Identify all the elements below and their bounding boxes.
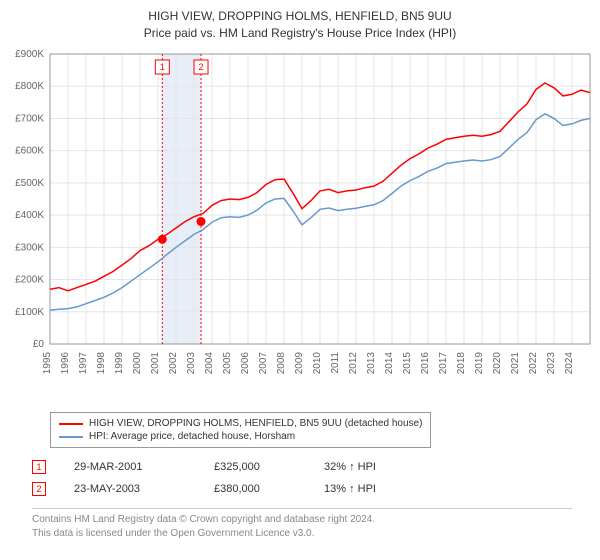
svg-text:1998: 1998 (96, 352, 107, 375)
svg-text:2010: 2010 (312, 352, 323, 375)
svg-text:2002: 2002 (168, 352, 179, 375)
svg-text:2003: 2003 (186, 352, 197, 375)
sale-date-1: 29-MAR-2001 (74, 461, 214, 473)
title-subtitle: Price paid vs. HM Land Registry's House … (0, 25, 600, 42)
svg-text:2004: 2004 (204, 352, 215, 375)
svg-text:2015: 2015 (402, 352, 413, 375)
svg-text:2018: 2018 (456, 352, 467, 375)
svg-text:2008: 2008 (276, 352, 287, 375)
svg-text:2011: 2011 (330, 352, 341, 374)
legend-label-hpi: HPI: Average price, detached house, Hors… (89, 431, 295, 442)
svg-text:2014: 2014 (384, 352, 395, 375)
sale-marker-2: 2 (32, 482, 46, 496)
legend-swatch-hpi (59, 436, 83, 438)
svg-text:2012: 2012 (348, 352, 359, 375)
chart-title: HIGH VIEW, DROPPING HOLMS, HENFIELD, BN5… (0, 0, 600, 42)
svg-text:2024: 2024 (564, 352, 575, 375)
sale-price-1: £325,000 (214, 461, 324, 473)
svg-text:2023: 2023 (546, 352, 557, 375)
sale-row-2: 2 23-MAY-2003 £380,000 13% ↑ HPI (32, 478, 572, 500)
svg-text:2017: 2017 (438, 352, 449, 375)
sale-row-1: 1 29-MAR-2001 £325,000 32% ↑ HPI (32, 456, 572, 478)
svg-text:1996: 1996 (60, 352, 71, 375)
svg-text:£900K: £900K (15, 49, 44, 60)
svg-text:2007: 2007 (258, 352, 269, 375)
sales-table: 1 29-MAR-2001 £325,000 32% ↑ HPI 2 23-MA… (32, 456, 572, 500)
svg-text:£800K: £800K (15, 81, 44, 92)
sale-pct-2: 13% ↑ HPI (324, 483, 434, 495)
svg-text:£300K: £300K (15, 242, 44, 253)
footer-line2: This data is licensed under the Open Gov… (32, 528, 314, 539)
legend-swatch-property (59, 423, 83, 425)
svg-text:2005: 2005 (222, 352, 233, 375)
legend: HIGH VIEW, DROPPING HOLMS, HENFIELD, BN5… (50, 412, 431, 448)
svg-text:£600K: £600K (15, 146, 44, 157)
chart-svg: £0 £100K £200K £300K £400K £500K £600K £700K £80… (0, 44, 600, 404)
svg-text:£200K: £200K (15, 275, 44, 286)
svg-text:£700K: £700K (15, 113, 44, 124)
svg-text:2: 2 (199, 62, 204, 72)
footer-line1: Contains HM Land Registry data © Crown c… (32, 514, 375, 525)
svg-text:2020: 2020 (492, 352, 503, 375)
svg-text:£100K: £100K (15, 307, 44, 318)
sale-pct-1: 32% ↑ HPI (324, 461, 434, 473)
svg-text:1997: 1997 (78, 352, 89, 375)
svg-text:£500K: £500K (15, 178, 44, 189)
svg-text:2000: 2000 (132, 352, 143, 375)
svg-text:2006: 2006 (240, 352, 251, 375)
legend-label-property: HIGH VIEW, DROPPING HOLMS, HENFIELD, BN5… (89, 418, 422, 429)
title-address: HIGH VIEW, DROPPING HOLMS, HENFIELD, BN5… (0, 8, 600, 25)
legend-row-property: HIGH VIEW, DROPPING HOLMS, HENFIELD, BN5… (59, 417, 422, 430)
chart-area: £0 £100K £200K £300K £400K £500K £600K £700K £80… (0, 44, 600, 404)
footer: Contains HM Land Registry data © Crown c… (32, 508, 572, 541)
svg-text:2021: 2021 (510, 352, 521, 375)
svg-text:1995: 1995 (42, 352, 53, 375)
svg-text:2022: 2022 (528, 352, 539, 375)
sale-date-2: 23-MAY-2003 (74, 483, 214, 495)
svg-text:£0: £0 (33, 339, 45, 350)
svg-text:2009: 2009 (294, 352, 305, 375)
svg-text:1: 1 (160, 62, 165, 72)
legend-row-hpi: HPI: Average price, detached house, Hors… (59, 430, 422, 443)
svg-text:2016: 2016 (420, 352, 431, 375)
svg-text:2013: 2013 (366, 352, 377, 375)
chart-container: HIGH VIEW, DROPPING HOLMS, HENFIELD, BN5… (0, 0, 600, 560)
sale-marker-1: 1 (32, 460, 46, 474)
svg-text:£400K: £400K (15, 210, 44, 221)
svg-text:1999: 1999 (114, 352, 125, 375)
sale-price-2: £380,000 (214, 483, 324, 495)
svg-text:2019: 2019 (474, 352, 485, 375)
svg-text:2001: 2001 (150, 352, 161, 375)
